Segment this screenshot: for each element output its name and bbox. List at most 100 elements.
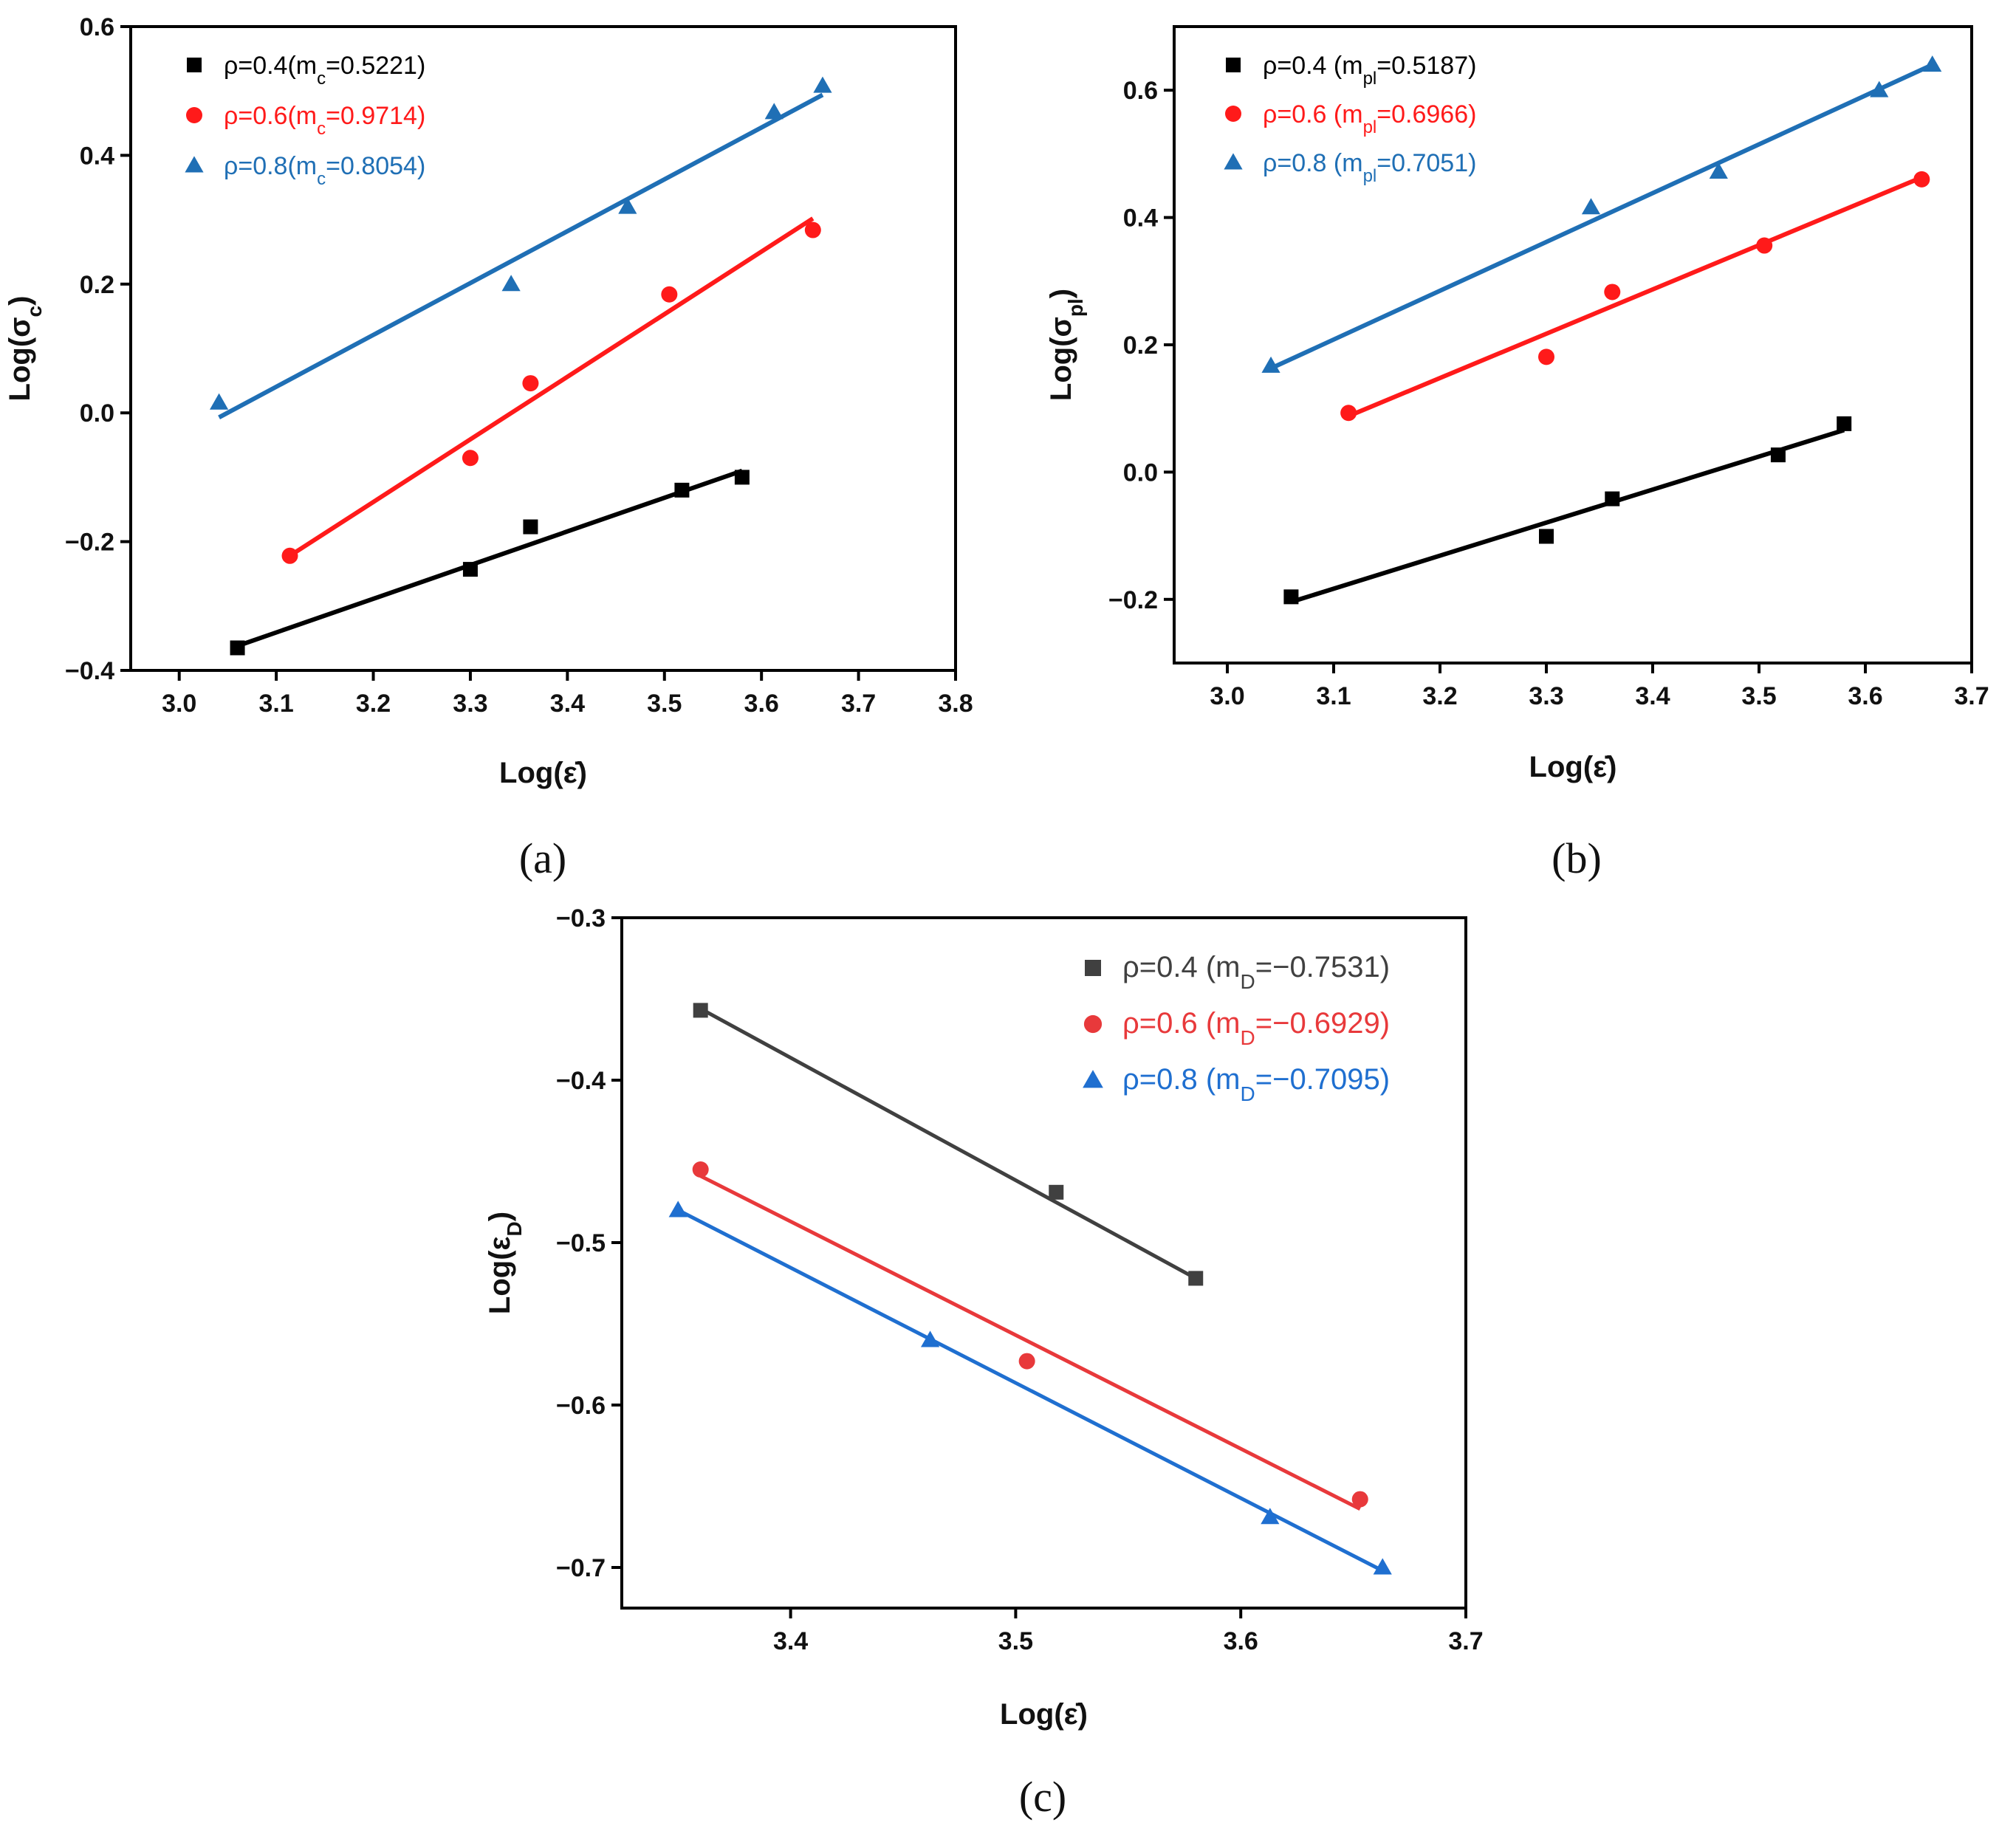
- chart-panel-a: 3.0 3.1 3.2 3.3 3.4 3.5 3.6 3.7 3.8 −0.4 −0.2 0.0 0.…: [4, 13, 973, 882]
- chart-panel-c: 3.4 3.5 3.6 3.7 −0.7 −0.6 −0.5 −0.4 −0.3 Log(ε̇) L…: [484, 904, 1484, 1821]
- legend-label-main: ρ=0.8 (m: [1122, 1063, 1240, 1096]
- legend-marker: [186, 107, 202, 123]
- legend-label-end: =0.5187): [1376, 52, 1476, 80]
- series-1: [692, 1161, 1368, 1511]
- legend-label-main: ρ=0.6(m: [224, 102, 317, 130]
- y-tick-label: 0.6: [1123, 77, 1158, 105]
- x-tick-label: 3.7: [1954, 682, 1989, 710]
- x-tick-label: 3.4: [1635, 682, 1670, 710]
- legend-label: ρ=0.8 (mD=−0.7095): [1122, 1063, 1390, 1105]
- data-point: [209, 393, 229, 410]
- legend-label-end: =0.6966): [1376, 100, 1476, 128]
- data-point: [281, 547, 298, 564]
- data-point: [1837, 416, 1852, 431]
- x-axis-title: Log(ε̇): [499, 757, 587, 789]
- data-point: [661, 286, 678, 303]
- x-tick-label: 3.3: [453, 690, 487, 718]
- panel-label: (a): [519, 834, 566, 882]
- data-point: [1923, 55, 1942, 72]
- x-tick-label: 3.6: [1224, 1627, 1258, 1655]
- series-2: [668, 1201, 1392, 1575]
- data-point: [1373, 1558, 1392, 1575]
- y-axis-title-main: Log(ε: [484, 1236, 516, 1314]
- data-point: [1049, 1184, 1064, 1200]
- x-tick-label: 3.0: [1210, 682, 1244, 710]
- data-point: [230, 640, 245, 656]
- y-tick-label: 0.2: [80, 271, 114, 299]
- legend-label-sub: c: [317, 69, 326, 89]
- data-point: [1709, 162, 1728, 179]
- y-axis-title: Log(εD): [484, 1212, 526, 1314]
- legend-label-end: =0.8054): [326, 152, 425, 180]
- data-point: [1756, 237, 1773, 254]
- x-tick-label: 3.1: [258, 690, 293, 718]
- x-tick-label: 3.5: [647, 690, 682, 718]
- data-point: [1340, 405, 1357, 422]
- legend-marker: [187, 58, 202, 72]
- fit-line: [1269, 62, 1933, 371]
- x-tick-label: 3.3: [1529, 682, 1563, 710]
- x-tick-label: 3.7: [1448, 1627, 1483, 1655]
- data-point: [1283, 589, 1299, 605]
- y-tick-label: −0.3: [556, 904, 606, 933]
- data-point: [1539, 529, 1554, 544]
- fit-line: [1348, 175, 1923, 419]
- fit-line: [288, 216, 815, 558]
- legend-label-main: ρ=0.4 (m: [1263, 52, 1363, 80]
- x-tick-label: 3.8: [938, 690, 973, 718]
- y-tick-label: −0.5: [556, 1229, 606, 1257]
- data-point: [813, 76, 832, 93]
- data-point: [693, 1003, 708, 1018]
- fit-line: [218, 92, 824, 419]
- y-axis-title: Log(σpl): [1045, 289, 1087, 401]
- data-point: [1188, 1271, 1204, 1286]
- plot-frame: [620, 916, 1467, 1610]
- legend-label: ρ=0.4(mc=0.5221): [224, 52, 425, 89]
- y-tick-label: 0.4: [1123, 205, 1158, 233]
- data-point: [1913, 171, 1930, 188]
- legend-marker: [1226, 58, 1241, 72]
- y-tick-label: −0.4: [65, 657, 114, 685]
- series-2: [209, 76, 832, 419]
- data-point: [522, 375, 539, 392]
- chart-panel-b: 3.0 3.1 3.2 3.3 3.4 3.5 3.6 3.7 −0.2 0.0 0.2 0.4 0.6…: [1045, 25, 1989, 882]
- y-axis-title-main: Log(σ: [1045, 317, 1077, 401]
- legend-label: ρ=0.6 (mD=−0.6929): [1122, 1007, 1390, 1049]
- data-point: [523, 519, 538, 535]
- fit-line: [236, 468, 743, 648]
- legend-label-sub: D: [1240, 970, 1255, 993]
- y-axis-title-end: ): [484, 1212, 516, 1221]
- legend-label: ρ=0.8(mc=0.8054): [224, 152, 425, 189]
- x-tick-label: 3.4: [550, 690, 585, 718]
- panel-label: (b): [1552, 834, 1602, 882]
- plot-frame: [129, 25, 957, 672]
- legend-label: ρ=0.4 (mD=−0.7531): [1122, 951, 1390, 993]
- y-axis-title-sub: D: [503, 1221, 526, 1236]
- series-2: [1261, 55, 1942, 373]
- data-point: [674, 482, 690, 498]
- x-axis-title: Log(ε̇): [1000, 1698, 1088, 1731]
- series-0: [693, 1003, 1204, 1286]
- data-point: [1581, 198, 1601, 215]
- legend-label-main: ρ=0.4(m: [224, 52, 317, 80]
- panel-label: (c): [1019, 1773, 1066, 1821]
- data-point: [501, 275, 521, 292]
- data-point: [462, 450, 479, 467]
- legend-label-end: =−0.7095): [1255, 1063, 1390, 1096]
- series-0: [1283, 416, 1852, 605]
- data-point: [1261, 1508, 1280, 1525]
- fit-line: [699, 1007, 1197, 1280]
- y-tick-label: −0.6: [556, 1392, 606, 1420]
- x-tick-label: 3.5: [998, 1627, 1033, 1655]
- legend-marker: [1085, 960, 1101, 976]
- y-tick-label: −0.4: [556, 1067, 606, 1095]
- legend-label-main: ρ=0.6 (m: [1263, 100, 1363, 128]
- x-tick-label: 3.6: [744, 690, 779, 718]
- y-axis-title-end: ): [4, 296, 36, 306]
- y-axis-title-main: Log(σ: [4, 317, 36, 401]
- y-tick-label: 0.0: [1123, 458, 1158, 487]
- series-1: [1340, 171, 1930, 422]
- legend-label-end: =−0.7531): [1255, 951, 1390, 983]
- legend-label: ρ=0.6(mc=0.9714): [224, 102, 425, 139]
